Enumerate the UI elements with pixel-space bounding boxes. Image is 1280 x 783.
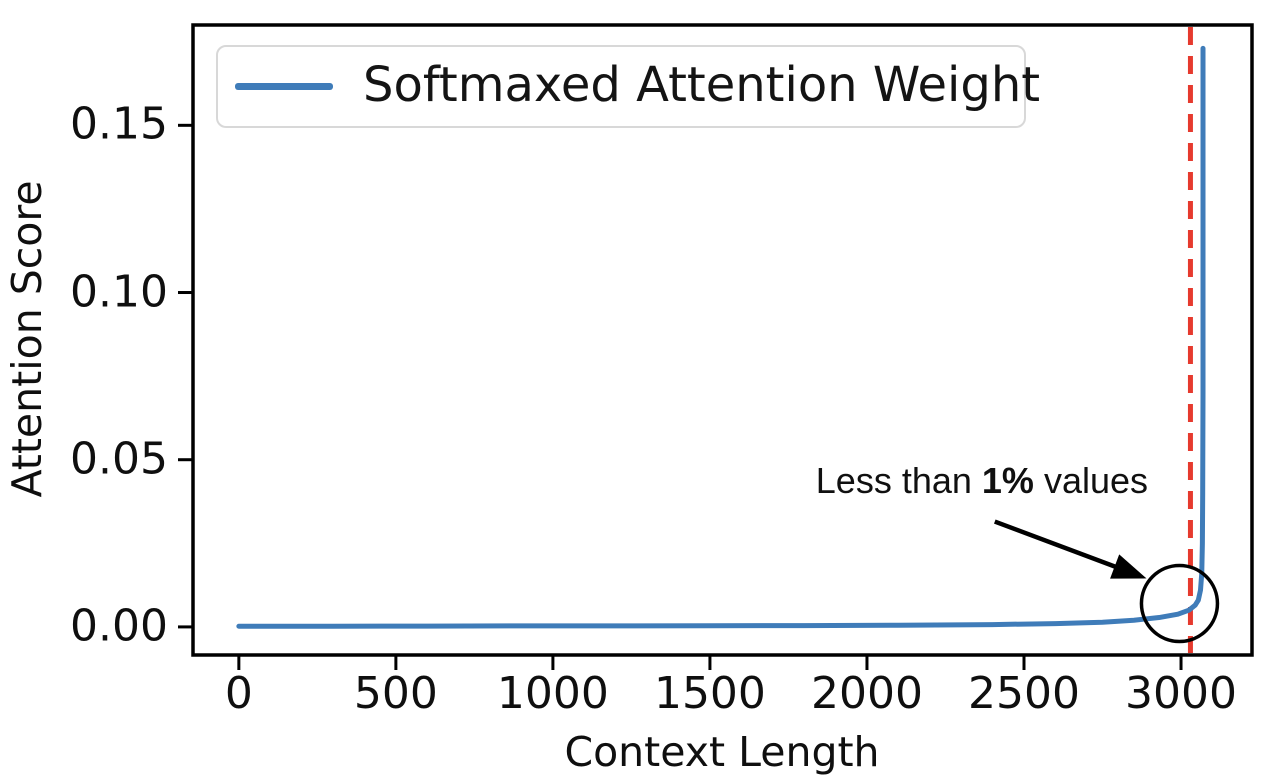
annotation-arrow-head (1110, 554, 1147, 579)
x-axis-label: Context Length (564, 728, 880, 776)
legend: Softmaxed Attention Weight (216, 45, 1040, 128)
y-tick-label: 0.15 (70, 98, 168, 150)
x-tick-label: 1000 (496, 668, 609, 719)
x-tick-label: 2500 (967, 668, 1080, 719)
annotation-text-prefix: Less than (815, 460, 982, 502)
x-tick-label: 0 (224, 668, 253, 719)
y-tick-label: 0.00 (70, 600, 168, 652)
highlight-circle (1139, 563, 1220, 644)
x-tick-label: 3000 (1125, 668, 1238, 719)
annotation-text-suffix: values (1033, 460, 1149, 502)
attention-line (236, 45, 1206, 629)
legend-line-sample (235, 83, 333, 90)
x-tick-label: 1500 (653, 668, 766, 719)
x-tick-label: 500 (353, 668, 438, 719)
annotation-text: Less than 1% values (816, 460, 1148, 502)
x-tick-label: 2000 (810, 668, 923, 719)
y-tick-label: 0.05 (70, 433, 168, 485)
y-tick-label: 0.10 (70, 265, 168, 317)
plot-border (191, 23, 1254, 657)
legend-label: Softmaxed Attention Weight (363, 56, 1041, 113)
annotation-text-bold: 1% (981, 460, 1034, 502)
annotation-arrow-shaft (993, 519, 1120, 571)
